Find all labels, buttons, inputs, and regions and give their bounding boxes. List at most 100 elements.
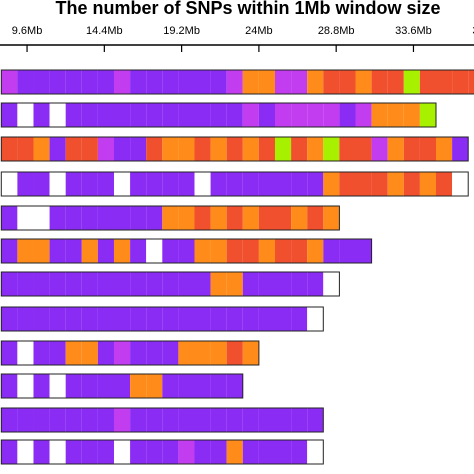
density-window bbox=[130, 341, 147, 365]
density-window bbox=[97, 206, 114, 230]
chart-title: The number of SNPs within 1Mb window siz… bbox=[55, 0, 440, 18]
density-window bbox=[178, 440, 195, 464]
chromosome-outline bbox=[0, 373, 244, 399]
density-window bbox=[49, 239, 66, 263]
density-window bbox=[81, 307, 98, 331]
density-window bbox=[162, 172, 179, 196]
density-window bbox=[162, 239, 179, 263]
density-window bbox=[146, 307, 163, 331]
density-window bbox=[81, 70, 98, 94]
density-window bbox=[339, 70, 356, 94]
density-window bbox=[258, 103, 275, 127]
density-window bbox=[162, 440, 179, 464]
density-window bbox=[33, 408, 50, 432]
density-window bbox=[323, 239, 340, 263]
density-window bbox=[130, 374, 147, 398]
x-tick-label: 24Mb bbox=[245, 25, 273, 37]
density-window bbox=[291, 172, 308, 196]
density-window bbox=[162, 408, 179, 432]
density-window bbox=[307, 440, 324, 464]
density-window bbox=[436, 172, 453, 196]
density-window bbox=[65, 239, 82, 263]
density-window bbox=[17, 206, 34, 230]
density-window bbox=[452, 137, 469, 161]
density-window bbox=[162, 374, 179, 398]
density-window bbox=[97, 307, 114, 331]
density-window bbox=[194, 103, 211, 127]
density-window bbox=[113, 172, 131, 196]
density-window bbox=[130, 137, 147, 161]
density-window bbox=[17, 307, 34, 331]
density-window bbox=[178, 408, 195, 432]
density-window bbox=[97, 341, 114, 365]
density-window bbox=[274, 206, 292, 230]
density-window bbox=[65, 374, 82, 398]
density-window bbox=[242, 206, 259, 230]
density-window bbox=[242, 70, 259, 94]
density-window bbox=[210, 374, 227, 398]
density-window bbox=[49, 341, 66, 365]
density-window bbox=[81, 374, 98, 398]
density-window bbox=[258, 239, 275, 263]
density-window bbox=[307, 272, 324, 296]
density-window bbox=[97, 137, 114, 161]
density-window bbox=[113, 341, 131, 365]
density-window bbox=[258, 70, 275, 94]
x-tick-label: 38.4Mb bbox=[472, 25, 474, 37]
density-window bbox=[194, 374, 211, 398]
density-window bbox=[33, 440, 50, 464]
density-window bbox=[307, 137, 324, 161]
density-window bbox=[258, 172, 275, 196]
chromosome-outline bbox=[0, 205, 340, 231]
density-window bbox=[97, 239, 114, 263]
density-window bbox=[258, 440, 275, 464]
density-window bbox=[162, 70, 179, 94]
chromosome-outline bbox=[0, 171, 469, 197]
density-window bbox=[130, 307, 147, 331]
density-window bbox=[403, 172, 420, 196]
density-window bbox=[371, 172, 388, 196]
density-window bbox=[210, 206, 227, 230]
density-window bbox=[49, 374, 66, 398]
density-window bbox=[339, 103, 356, 127]
density-window bbox=[178, 103, 195, 127]
density-window bbox=[113, 307, 131, 331]
density-window bbox=[307, 206, 324, 230]
density-window bbox=[355, 239, 372, 263]
density-window bbox=[371, 137, 388, 161]
density-window bbox=[210, 172, 227, 196]
density-window bbox=[210, 440, 227, 464]
density-window bbox=[33, 374, 50, 398]
density-window bbox=[81, 239, 98, 263]
density-window bbox=[387, 70, 404, 94]
density-window bbox=[210, 239, 227, 263]
density-window bbox=[242, 137, 259, 161]
chromosome-outline bbox=[0, 69, 474, 95]
density-window bbox=[226, 103, 243, 127]
density-window bbox=[242, 103, 259, 127]
density-window bbox=[33, 307, 50, 331]
density-window bbox=[387, 103, 404, 127]
x-tick-label: 33.6Mb bbox=[395, 25, 432, 37]
density-window bbox=[387, 137, 404, 161]
density-window bbox=[274, 172, 292, 196]
density-window bbox=[1, 206, 18, 230]
density-window bbox=[17, 374, 34, 398]
density-window bbox=[17, 272, 34, 296]
density-window bbox=[33, 137, 50, 161]
density-window bbox=[355, 70, 372, 94]
density-window bbox=[258, 307, 275, 331]
density-window bbox=[226, 341, 243, 365]
density-window bbox=[65, 440, 82, 464]
density-window bbox=[452, 70, 469, 94]
density-window bbox=[81, 206, 98, 230]
density-window bbox=[49, 70, 66, 94]
x-tick-label: 19.2Mb bbox=[163, 25, 200, 37]
density-window bbox=[419, 103, 437, 127]
density-window bbox=[339, 137, 356, 161]
x-tick-label: 9.6Mb bbox=[12, 25, 43, 37]
density-window bbox=[274, 272, 292, 296]
density-window bbox=[194, 239, 211, 263]
density-window bbox=[97, 440, 114, 464]
